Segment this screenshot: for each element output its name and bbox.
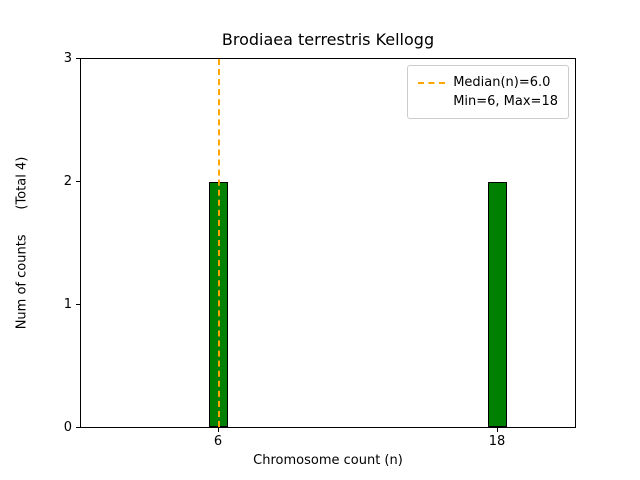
ytick-label-1: 1	[63, 297, 72, 312]
legend-entry-minmax: Min=6, Max=18	[418, 92, 558, 111]
legend-empty-handle	[418, 101, 445, 103]
xtick-mark	[497, 428, 498, 432]
chart-title: Brodiaea terrestris Kellogg	[221, 30, 435, 49]
legend-label-median: Median(n)=6.0	[453, 75, 551, 90]
legend-box: Median(n)=6.0 Min=6, Max=18	[407, 65, 569, 119]
legend-entry-median: Median(n)=6.0	[418, 73, 558, 92]
ytick-mark	[76, 304, 80, 305]
ytick-label-3: 3	[63, 51, 72, 66]
ytick-label-2: 2	[63, 174, 72, 189]
orange-dashed-line-icon	[418, 81, 446, 84]
xtick-mark	[218, 428, 219, 432]
xtick-label-6: 6	[213, 434, 223, 449]
x-axis-label: Chromosome count (n)	[253, 453, 403, 468]
bar-chromosome-18	[488, 181, 507, 427]
y-axis-label: Num of counts (Total 4)	[14, 156, 30, 330]
xtick-label-18: 18	[488, 434, 506, 449]
ytick-label-0: 0	[63, 420, 72, 435]
ytick-mark	[76, 58, 80, 59]
median-line	[218, 59, 220, 427]
ytick-mark	[76, 427, 80, 428]
ytick-mark	[76, 181, 80, 182]
plot-area: Median(n)=6.0 Min=6, Max=18	[80, 58, 576, 428]
legend-label-minmax: Min=6, Max=18	[453, 94, 558, 109]
